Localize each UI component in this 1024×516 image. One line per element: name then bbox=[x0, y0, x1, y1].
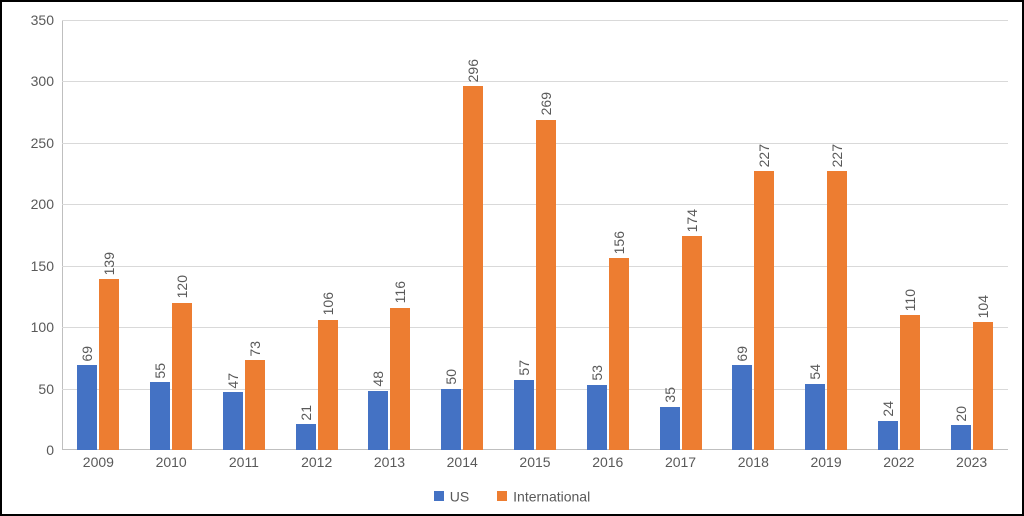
bar bbox=[77, 365, 97, 450]
bar bbox=[296, 424, 316, 450]
gridline bbox=[62, 327, 1008, 328]
bar bbox=[878, 421, 898, 450]
bar-value-label: 110 bbox=[902, 289, 918, 311]
bar bbox=[390, 308, 410, 451]
gridline bbox=[62, 389, 1008, 390]
x-tick-label: 2017 bbox=[665, 454, 696, 470]
bar bbox=[973, 322, 993, 450]
bar-value-label: 73 bbox=[247, 341, 263, 357]
bar-value-label: 53 bbox=[589, 365, 605, 381]
bar-value-label: 24 bbox=[880, 401, 896, 417]
bar-value-label: 35 bbox=[662, 387, 678, 403]
x-tick-label: 2016 bbox=[592, 454, 623, 470]
bar-value-label: 104 bbox=[975, 295, 991, 318]
bar bbox=[245, 360, 265, 450]
bar-value-label: 48 bbox=[370, 371, 386, 387]
legend: US International bbox=[2, 487, 1022, 504]
bar-value-label: 57 bbox=[516, 360, 532, 376]
bar bbox=[441, 389, 461, 450]
bar bbox=[682, 236, 702, 450]
x-tick-label: 2010 bbox=[156, 454, 187, 470]
y-tick-label: 250 bbox=[31, 135, 54, 151]
y-tick-label: 300 bbox=[31, 73, 54, 89]
y-tick-label: 100 bbox=[31, 319, 54, 335]
bar bbox=[587, 385, 607, 450]
y-tick-label: 350 bbox=[31, 12, 54, 28]
x-tick-label: 2018 bbox=[738, 454, 769, 470]
bar-value-label: 21 bbox=[298, 405, 314, 421]
bar-value-label: 296 bbox=[465, 59, 481, 82]
bar bbox=[536, 120, 556, 450]
bar bbox=[99, 279, 119, 450]
bar bbox=[827, 171, 847, 450]
bar-value-label: 55 bbox=[152, 363, 168, 379]
x-tick-label: 2022 bbox=[883, 454, 914, 470]
bar bbox=[172, 303, 192, 450]
bar-value-label: 174 bbox=[684, 209, 700, 232]
x-tick-label: 2011 bbox=[229, 454, 259, 470]
bar-value-label: 139 bbox=[101, 252, 117, 275]
x-tick-label: 2009 bbox=[83, 454, 114, 470]
gridline bbox=[62, 266, 1008, 267]
bar bbox=[463, 86, 483, 450]
bar-value-label: 106 bbox=[320, 292, 336, 315]
bar bbox=[732, 365, 752, 450]
bar bbox=[514, 380, 534, 450]
y-tick-label: 50 bbox=[38, 381, 54, 397]
y-axis bbox=[62, 20, 63, 450]
x-tick-label: 2019 bbox=[810, 454, 841, 470]
x-tick-label: 2013 bbox=[374, 454, 405, 470]
bar-value-label: 269 bbox=[538, 92, 554, 115]
legend-item-us: US bbox=[434, 487, 469, 504]
y-tick-label: 0 bbox=[46, 442, 54, 458]
bar-value-label: 227 bbox=[829, 144, 845, 167]
chart-container: 0 50 100 150 200 250 300 350 69 139 55 120 47 73 21 106… bbox=[0, 0, 1024, 516]
bar-value-label: 54 bbox=[807, 364, 823, 380]
bar-value-label: 116 bbox=[392, 281, 408, 303]
bar bbox=[318, 320, 338, 450]
x-tick-label: 2015 bbox=[519, 454, 550, 470]
bar-value-label: 69 bbox=[79, 346, 95, 362]
x-tick-label: 2012 bbox=[301, 454, 332, 470]
bar bbox=[754, 171, 774, 450]
legend-item-international: International bbox=[497, 487, 590, 504]
gridline bbox=[62, 143, 1008, 144]
bar bbox=[368, 391, 388, 450]
legend-swatch-us bbox=[434, 491, 444, 501]
y-tick-label: 200 bbox=[31, 196, 54, 212]
y-tick-label: 150 bbox=[31, 258, 54, 274]
bar bbox=[900, 315, 920, 450]
bar-value-label: 120 bbox=[174, 275, 190, 298]
bar bbox=[609, 258, 629, 450]
bar bbox=[150, 382, 170, 450]
bar-value-label: 47 bbox=[225, 373, 241, 389]
x-tick-label: 2023 bbox=[956, 454, 987, 470]
plot-area: 0501001502002503003506913955120477321106… bbox=[62, 20, 1008, 450]
x-axis bbox=[62, 449, 1008, 450]
bar-value-label: 69 bbox=[734, 346, 750, 362]
legend-label: US bbox=[450, 488, 469, 504]
legend-swatch-international bbox=[497, 491, 507, 501]
bar-value-label: 20 bbox=[953, 406, 969, 422]
bar bbox=[805, 384, 825, 450]
bar bbox=[951, 425, 971, 450]
bar-value-label: 227 bbox=[756, 144, 772, 167]
x-tick-label: 2014 bbox=[447, 454, 478, 470]
bar-value-label: 50 bbox=[443, 369, 459, 385]
bar-value-label: 156 bbox=[611, 231, 627, 254]
bar bbox=[660, 407, 680, 450]
gridline bbox=[62, 20, 1008, 21]
x-axis-labels: 2009 2010 2011 2012 2013 2014 2015 2016 2017 2018… bbox=[62, 454, 1008, 474]
legend-label: International bbox=[513, 488, 590, 504]
gridline bbox=[62, 81, 1008, 82]
bar bbox=[223, 392, 243, 450]
gridline bbox=[62, 204, 1008, 205]
